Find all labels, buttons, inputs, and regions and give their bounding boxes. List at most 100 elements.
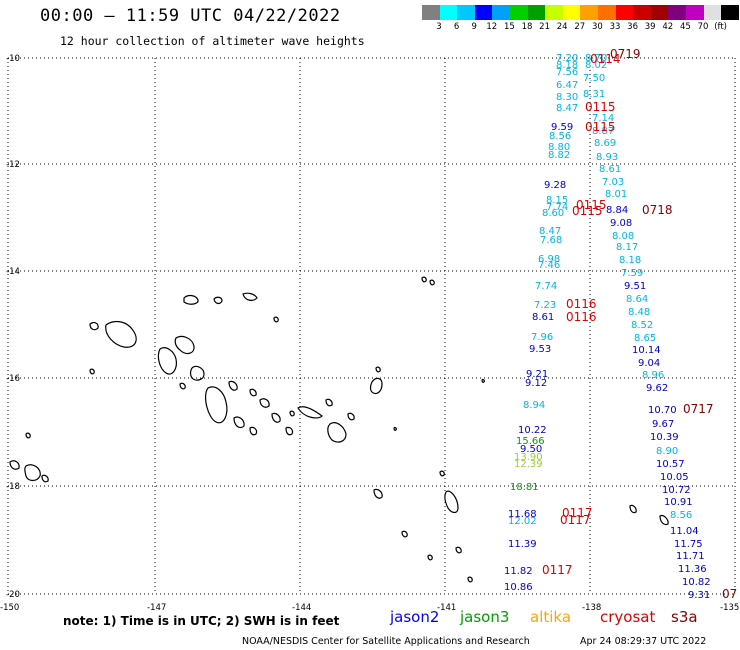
- pass-time-tag: 0719: [610, 47, 641, 61]
- island: [24, 464, 41, 482]
- wave-height-reading: 9.50: [520, 444, 542, 455]
- island: [249, 426, 258, 436]
- wave-height-reading: 7.96: [531, 332, 553, 343]
- island: [174, 335, 195, 355]
- colorbar-swatch: [545, 5, 563, 20]
- wave-height-reading: 9.59: [551, 122, 573, 133]
- wave-height-reading: 8.52: [631, 320, 653, 331]
- wave-height-reading: 8.18: [556, 60, 578, 71]
- colorbar-swatch: [527, 5, 546, 20]
- island: [401, 530, 408, 538]
- wave-height-reading: 7.46: [538, 260, 560, 271]
- latitude-label: -14: [6, 267, 20, 277]
- colorbar-swatch: [474, 5, 493, 20]
- colorbar-swatch: [650, 5, 669, 20]
- island: [325, 398, 333, 407]
- wave-height-reading: 9.53: [529, 344, 551, 355]
- map-title: 00:00 – 11:59 UTC 04/22/2022: [40, 6, 341, 26]
- wave-height-reading: 8.90: [656, 446, 678, 457]
- pass-time-tag: 0117: [560, 513, 591, 527]
- wave-height-reading: 9.51: [624, 281, 646, 292]
- colorbar-label: 33: [609, 22, 621, 32]
- longitude-label: -141: [437, 603, 456, 613]
- legend-jason2: jason2: [390, 608, 440, 626]
- island: [9, 460, 20, 470]
- wave-height-reading: 8.84: [606, 205, 628, 216]
- credit-text: NOAA/NESDIS Center for Satellite Applica…: [242, 636, 530, 647]
- wave-height-reading: 8.47: [539, 226, 561, 237]
- island-outlines: [9, 276, 669, 583]
- colorbar-label: 3: [436, 22, 442, 32]
- wave-height-reading: 11.75: [674, 539, 703, 550]
- colorbar-label: 70: [697, 22, 709, 32]
- wave-height-reading: 12.39: [514, 459, 543, 470]
- wave-height-reading: 7.56: [556, 67, 578, 78]
- wave-height-reading: 8.30: [556, 92, 578, 103]
- wave-height-reading: 10.22: [518, 425, 547, 436]
- wave-height-reading: 9.67: [652, 419, 674, 430]
- colorbar-label: 15: [503, 22, 515, 32]
- wave-height-reading: 8.56: [670, 510, 692, 521]
- colorbar-swatch: [615, 5, 634, 20]
- island: [327, 422, 347, 443]
- wave-height-reading: 10.39: [650, 432, 679, 443]
- latitude-label: -20: [6, 590, 20, 600]
- colorbar-swatch: [509, 5, 528, 20]
- island: [157, 347, 177, 375]
- wave-height-reading: 8.60: [542, 208, 564, 219]
- wave-height-reading: 11.04: [670, 526, 699, 537]
- colorbar-label: 24: [556, 22, 568, 32]
- pass-time-tag: 0115: [585, 100, 616, 114]
- island: [271, 412, 281, 423]
- map-subtitle: 12 hour collection of altimeter wave hei…: [60, 34, 365, 48]
- pass-time-tag: 0116: [566, 310, 597, 324]
- wave-height-reading: 8.61: [532, 312, 554, 323]
- legend-s3a: s3a: [671, 608, 698, 626]
- legend-jason3: jason3: [460, 608, 510, 626]
- wave-height-reading: 9.62: [646, 383, 668, 394]
- pass-time-tag: 07: [722, 587, 737, 601]
- wave-height-reading: 8.96: [642, 370, 664, 381]
- wave-height-reading: 11.36: [678, 564, 707, 575]
- wave-height-reading: 7.59: [621, 268, 643, 279]
- wave-height-reading: 18.81: [510, 482, 539, 493]
- island: [25, 432, 31, 439]
- island: [629, 504, 637, 514]
- island: [228, 380, 238, 391]
- colorbar-swatch: [685, 5, 704, 20]
- wave-height-reading: 8.82: [548, 150, 570, 161]
- colorbar-label: 42: [662, 22, 674, 32]
- island: [297, 406, 323, 419]
- colorbar-labels: 3 6 9 12 15 18 21 24 27 30 33 36 39 42 45 70 (ft): [422, 22, 740, 34]
- wave-height-reading: 9.04: [638, 358, 660, 369]
- wave-height-reading: 8.47: [556, 103, 578, 114]
- longitude-label: -144: [292, 603, 311, 613]
- wave-height-reading: 7.68: [540, 235, 562, 246]
- colorbar-label: 6: [453, 22, 460, 32]
- island: [373, 488, 383, 499]
- island: [467, 576, 473, 583]
- wave-height-reading: 7.74: [535, 281, 557, 292]
- colorbar-label: 39: [644, 22, 656, 32]
- wave-height-reading: 8.70: [585, 53, 607, 64]
- pass-time-tag: 0114: [590, 52, 621, 66]
- pass-time-tag: 0115: [585, 120, 616, 134]
- island: [375, 366, 381, 373]
- island: [427, 554, 433, 561]
- island: [233, 416, 245, 429]
- latitude-label: -10: [6, 54, 20, 64]
- island: [444, 490, 459, 514]
- island: [41, 474, 49, 483]
- wave-height-reading: 8.93: [596, 152, 618, 163]
- wave-height-reading: 11.71: [676, 551, 705, 562]
- island: [273, 316, 279, 323]
- wave-height-reading: 7.23: [534, 300, 556, 311]
- colorbar-swatch: [422, 5, 440, 20]
- wave-height-reading: 8.31: [583, 89, 605, 100]
- wave-height-reading: 8.56: [549, 131, 571, 142]
- wave-height-reading: 10.14: [632, 345, 661, 356]
- colorbar-swatch: [457, 5, 475, 20]
- wave-height-reading: 9.12: [525, 378, 547, 389]
- colorbar-swatch: [597, 5, 616, 20]
